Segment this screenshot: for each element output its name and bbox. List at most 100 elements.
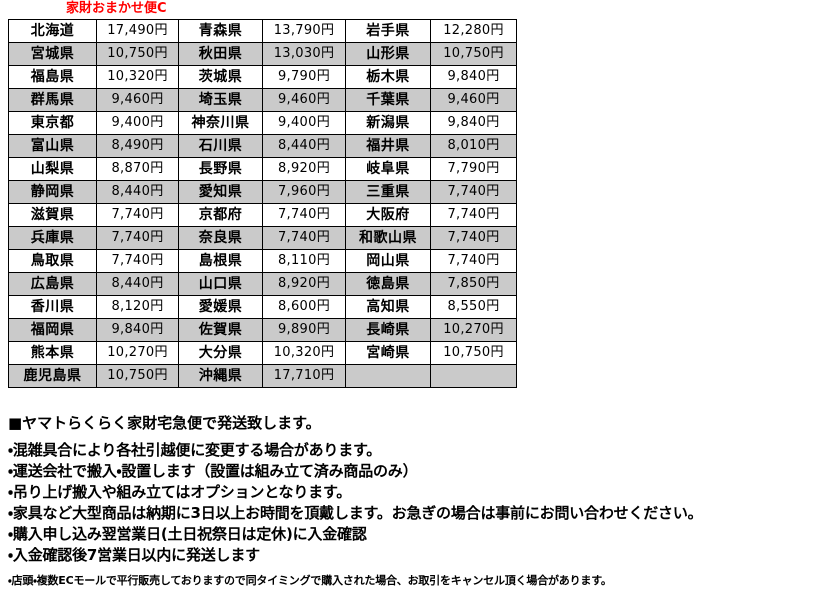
prefecture-name-cell: 新潟県 bbox=[345, 111, 431, 135]
price-cell: 7,790円 bbox=[430, 157, 517, 181]
prefecture-name-cell: 北海道 bbox=[8, 19, 97, 43]
table-row: 福岡県 9,840円 佐賀県 9,890円 長崎県 10,270円 bbox=[8, 318, 517, 342]
price-cell: 8,920円 bbox=[262, 272, 346, 296]
table-cell-empty bbox=[430, 364, 517, 388]
prefecture-name-cell: 福島県 bbox=[8, 65, 97, 89]
table-row: 鳥取県 7,740円 島根県 8,110円 岡山県 7,740円 bbox=[8, 249, 517, 273]
prefecture-name-cell: 宮崎県 bbox=[345, 341, 431, 365]
prefecture-name-cell: 愛媛県 bbox=[178, 295, 263, 319]
prefecture-name-cell: 奈良県 bbox=[178, 226, 263, 250]
price-cell: 9,790円 bbox=[262, 65, 346, 89]
prefecture-name-cell: 茨城県 bbox=[178, 65, 263, 89]
price-cell: 8,440円 bbox=[96, 272, 179, 296]
price-cell: 9,890円 bbox=[262, 318, 346, 342]
shipping-notes: ■ヤマトらくらく家財宅急便で発送致します。 ・混雑具合により各社引越便に変更する… bbox=[8, 412, 814, 590]
price-cell: 9,840円 bbox=[430, 65, 517, 89]
shipping-price-table-container: 北海道 17,490円 青森県 13,790円 岩手県 12,280円 宮城県 10,750円… bbox=[8, 19, 517, 388]
table-row: 福島県 10,320円 茨城県 9,790円 栃木県 9,840円 bbox=[8, 65, 517, 89]
prefecture-name-cell: 山口県 bbox=[178, 272, 263, 296]
price-cell: 8,010円 bbox=[430, 134, 517, 158]
price-cell: 10,320円 bbox=[262, 341, 346, 365]
table-row: 香川県 8,120円 愛媛県 8,600円 高知県 8,550円 bbox=[8, 295, 517, 319]
price-cell: 8,600円 bbox=[262, 295, 346, 319]
price-cell: 7,740円 bbox=[262, 203, 346, 227]
prefecture-name-cell: 岡山県 bbox=[345, 249, 431, 273]
prefecture-name-cell: 福岡県 bbox=[8, 318, 97, 342]
price-cell: 8,490円 bbox=[96, 134, 179, 158]
prefecture-name-cell: 熊本県 bbox=[8, 341, 97, 365]
prefecture-name-cell: 宮城県 bbox=[8, 42, 97, 66]
price-cell: 17,710円 bbox=[262, 364, 346, 388]
prefecture-name-cell: 東京都 bbox=[8, 111, 97, 135]
prefecture-name-cell: 沖縄県 bbox=[178, 364, 263, 388]
price-cell: 9,460円 bbox=[96, 88, 179, 112]
prefecture-name-cell: 静岡県 bbox=[8, 180, 97, 204]
prefecture-name-cell: 大阪府 bbox=[345, 203, 431, 227]
prefecture-name-cell: 長野県 bbox=[178, 157, 263, 181]
table-row: 北海道 17,490円 青森県 13,790円 岩手県 12,280円 bbox=[8, 19, 517, 43]
table-cell-empty bbox=[345, 364, 431, 388]
prefecture-name-cell: 京都府 bbox=[178, 203, 263, 227]
prefecture-name-cell: 秋田県 bbox=[178, 42, 263, 66]
prefecture-name-cell: 大分県 bbox=[178, 341, 263, 365]
price-cell: 7,740円 bbox=[430, 203, 517, 227]
price-cell: 10,750円 bbox=[430, 42, 517, 66]
price-cell: 9,400円 bbox=[262, 111, 346, 135]
price-cell: 8,550円 bbox=[430, 295, 517, 319]
note-line-3: ・吊り上げ搬入や組み立てはオプションとなります。 bbox=[8, 483, 352, 501]
prefecture-name-cell: 徳島県 bbox=[345, 272, 431, 296]
prefecture-name-cell: 千葉県 bbox=[345, 88, 431, 112]
price-cell: 8,110円 bbox=[262, 249, 346, 273]
prefecture-name-cell: 鳥取県 bbox=[8, 249, 97, 273]
price-cell: 7,740円 bbox=[262, 226, 346, 250]
price-cell: 7,960円 bbox=[262, 180, 346, 204]
price-cell: 13,790円 bbox=[262, 19, 346, 43]
price-cell: 9,400円 bbox=[96, 111, 179, 135]
shipping-price-table: 北海道 17,490円 青森県 13,790円 岩手県 12,280円 宮城県 10,750円… bbox=[8, 19, 517, 388]
table-row: 群馬県 9,460円 埼玉県 9,460円 千葉県 9,460円 bbox=[8, 88, 517, 112]
prefecture-name-cell: 山梨県 bbox=[8, 157, 97, 181]
price-cell: 10,320円 bbox=[96, 65, 179, 89]
note-line-2: ・運送会社で搬入・設置します（設置は組み立て済み商品のみ） bbox=[8, 462, 418, 480]
note-line-4: ・家具など大型商品は納期に3日以上お時間を頂戴します。お急ぎの場合は事前にお問い… bbox=[8, 504, 703, 522]
notes-heading: ■ヤマトらくらく家財宅急便で発送致します。 bbox=[8, 414, 321, 432]
price-cell: 8,870円 bbox=[96, 157, 179, 181]
price-cell: 7,740円 bbox=[430, 249, 517, 273]
price-cell: 7,740円 bbox=[96, 249, 179, 273]
price-cell: 7,740円 bbox=[96, 226, 179, 250]
prefecture-name-cell: 高知県 bbox=[345, 295, 431, 319]
price-cell: 7,740円 bbox=[430, 180, 517, 204]
prefecture-name-cell: 岐阜県 bbox=[345, 157, 431, 181]
price-cell: 13,030円 bbox=[262, 42, 346, 66]
price-cell: 7,850円 bbox=[430, 272, 517, 296]
note-line-5: ・購入申し込み翌営業日(土日祝祭日は定休)に入金確認 bbox=[8, 525, 367, 543]
prefecture-name-cell: 福井県 bbox=[345, 134, 431, 158]
prefecture-name-cell: 和歌山県 bbox=[345, 226, 431, 250]
table-title: 家財おまかせ便C bbox=[66, 1, 167, 16]
note-line-6: ・入金確認後7営業日以内に発送します bbox=[8, 546, 260, 564]
price-cell: 7,740円 bbox=[96, 203, 179, 227]
price-cell: 9,460円 bbox=[430, 88, 517, 112]
price-cell: 12,280円 bbox=[430, 19, 517, 43]
price-table-body: 北海道 17,490円 青森県 13,790円 岩手県 12,280円 宮城県 10,750円… bbox=[8, 19, 517, 388]
prefecture-name-cell: 岩手県 bbox=[345, 19, 431, 43]
prefecture-name-cell: 滋賀県 bbox=[8, 203, 97, 227]
prefecture-name-cell: 愛知県 bbox=[178, 180, 263, 204]
prefecture-name-cell: 長崎県 bbox=[345, 318, 431, 342]
prefecture-name-cell: 群馬県 bbox=[8, 88, 97, 112]
price-cell: 10,270円 bbox=[430, 318, 517, 342]
prefecture-name-cell: 鹿児島県 bbox=[8, 364, 97, 388]
note-line-1: ・混雑具合により各社引越便に変更する場合があります。 bbox=[8, 441, 382, 459]
table-row: 滋賀県 7,740円 京都府 7,740円 大阪府 7,740円 bbox=[8, 203, 517, 227]
price-cell: 10,750円 bbox=[96, 364, 179, 388]
price-cell: 8,920円 bbox=[262, 157, 346, 181]
prefecture-name-cell: 青森県 bbox=[178, 19, 263, 43]
price-cell: 10,270円 bbox=[96, 341, 179, 365]
prefecture-name-cell: 広島県 bbox=[8, 272, 97, 296]
table-row: 富山県 8,490円 石川県 8,440円 福井県 8,010円 bbox=[8, 134, 517, 158]
prefecture-name-cell: 兵庫県 bbox=[8, 226, 97, 250]
price-cell: 8,440円 bbox=[96, 180, 179, 204]
prefecture-name-cell: 石川県 bbox=[178, 134, 263, 158]
table-row: 宮城県 10,750円 秋田県 13,030円 山形県 10,750円 bbox=[8, 42, 517, 66]
prefecture-name-cell: 佐賀県 bbox=[178, 318, 263, 342]
